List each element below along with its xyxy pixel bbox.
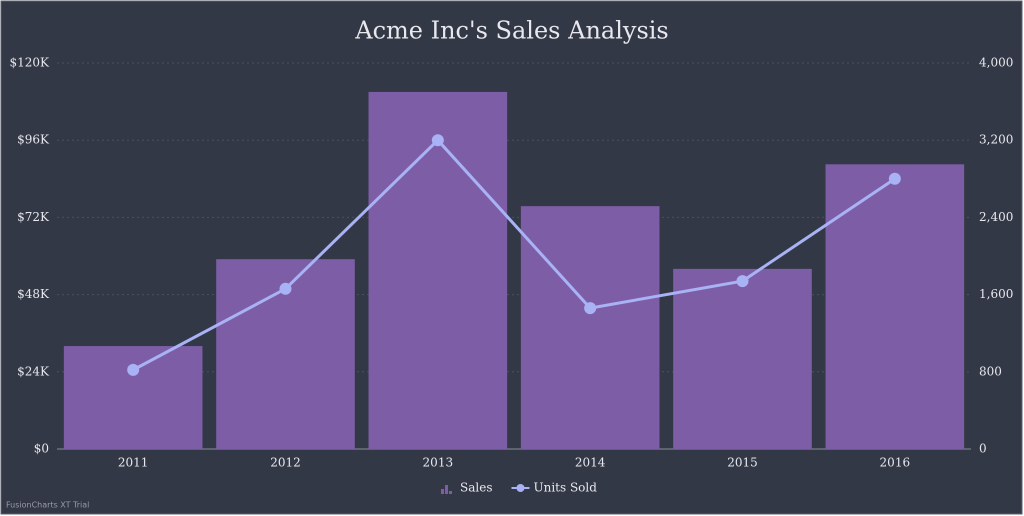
y-tick-label: $120K [9, 56, 50, 70]
x-tick-label: 2013 [423, 456, 454, 470]
point [888, 172, 901, 185]
chart-title: Acme Inc's Sales Analysis [354, 17, 669, 45]
legend-icon [445, 485, 448, 494]
y-tick-label: $24K [17, 364, 50, 378]
y2-tick-label: 4,000 [979, 56, 1013, 70]
y2-tick-label: 1,600 [979, 287, 1013, 301]
y-tick-label: $96K [17, 133, 50, 147]
y-tick-label: $72K [17, 210, 50, 224]
x-tick-label: 2014 [575, 456, 606, 470]
point [584, 302, 597, 315]
legend-icon [516, 484, 525, 492]
point [127, 363, 140, 376]
bar [673, 268, 812, 449]
y2-tick-label: 2,400 [979, 210, 1013, 224]
y-tick-label: $48K [17, 287, 50, 301]
legend-icon [441, 489, 444, 494]
bar [63, 346, 203, 449]
point [279, 282, 292, 295]
legend-icon [449, 491, 452, 494]
y2-tick-label: 3,200 [979, 133, 1013, 147]
bar [520, 206, 660, 449]
y-tick-label: $0 [34, 442, 49, 456]
line [132, 138, 896, 372]
legend-label: Sales [460, 481, 492, 495]
point [431, 134, 444, 147]
x-tick-label: 2015 [727, 456, 758, 470]
y2-tick-label: 0 [979, 442, 987, 456]
point [736, 275, 749, 288]
bar [825, 164, 965, 449]
legend-label: Units Sold [533, 481, 597, 495]
bar [368, 91, 508, 449]
legend: Sales Units Sold [441, 481, 597, 495]
x-tick-label: 2012 [270, 456, 301, 470]
watermark: FusionCharts XT Trial [6, 501, 89, 510]
x-tick-label: 2016 [880, 456, 911, 470]
y2-tick-label: 800 [979, 364, 1002, 378]
x-tick-label: 2011 [118, 456, 149, 470]
